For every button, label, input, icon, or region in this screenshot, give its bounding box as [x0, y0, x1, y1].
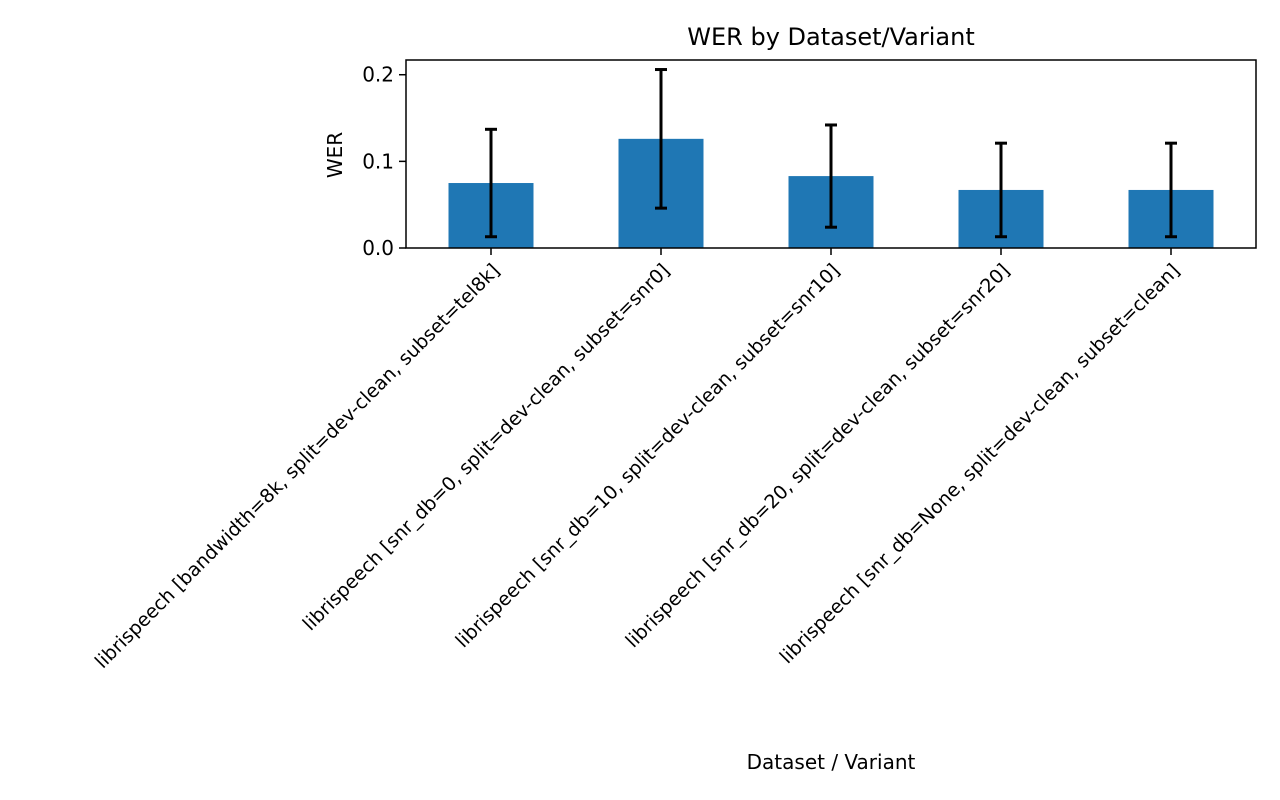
- x-tick-label: librispeech [snr_db=0, split=dev-clean, …: [299, 260, 675, 636]
- x-tick-label: librispeech [snr_db=10, split=dev-clean,…: [452, 260, 845, 653]
- y-tick-label: 0.2: [362, 63, 394, 87]
- chart-title: WER by Dataset/Variant: [687, 23, 974, 51]
- plot-area: librispeech [bandwidth=8k, split=dev-cle…: [91, 59, 1257, 673]
- y-tick-label: 0.1: [362, 149, 394, 173]
- x-axis-label: Dataset / Variant: [747, 750, 916, 774]
- axes-frame: [405, 59, 1257, 249]
- y-axis-label: WER: [323, 132, 347, 178]
- x-tick-label: librispeech [snr_db=20, split=dev-clean,…: [622, 260, 1015, 653]
- y-tick-label: 0.0: [362, 236, 394, 260]
- x-tick-label: librispeech [snr_db=None, split=dev-clea…: [776, 260, 1185, 669]
- x-tick-label: librispeech [bandwidth=8k, split=dev-cle…: [91, 260, 504, 673]
